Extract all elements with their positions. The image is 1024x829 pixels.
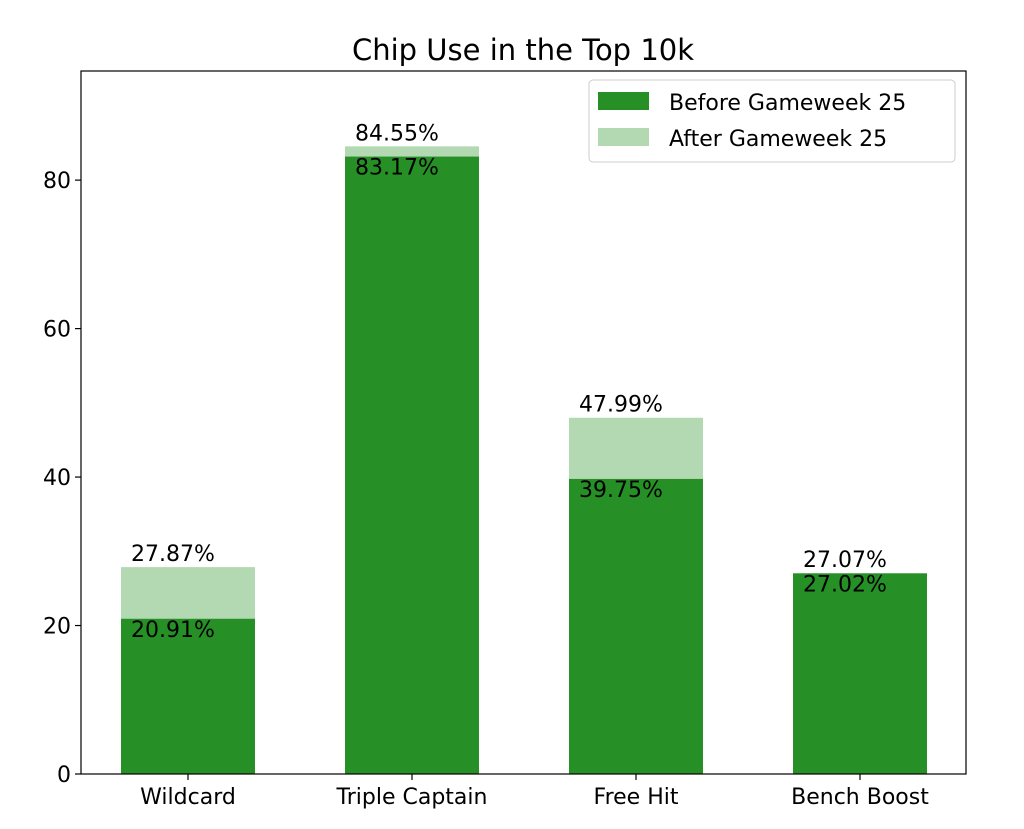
data-label-before-free-hit: 39.75% <box>579 478 663 503</box>
data-label-after-free-hit: 47.99% <box>579 393 663 418</box>
legend: Before Gameweek 25 After Gameweek 25 <box>588 79 956 163</box>
x-tick-label-bench-boost: Bench Boost <box>791 785 929 810</box>
y-tick-label-0: 0 <box>57 763 71 788</box>
legend-label-before: Before Gameweek 25 <box>669 91 906 116</box>
bar-before-free-hit <box>569 478 703 774</box>
x-tick-label-free-hit: Free Hit <box>594 785 679 810</box>
chart-title: Chip Use in the Top 10k <box>352 33 694 67</box>
data-label-before-wildcard: 20.91% <box>131 618 215 643</box>
x-tick-label-wildcard: Wildcard <box>140 785 236 810</box>
bar-labels: 27.87% 20.91% 84.55% 83.17% 47.99% 39.75% 27.0… <box>131 121 887 642</box>
bar-before-bench-boost <box>793 573 927 774</box>
data-label-after-triple-captain: 84.55% <box>355 121 439 146</box>
x-axis: Wildcard Triple Captain Free Hit Bench Boos… <box>140 774 929 810</box>
legend-swatch-before <box>598 92 649 110</box>
data-label-after-wildcard: 27.87% <box>131 542 215 567</box>
y-tick-label-20: 20 <box>43 615 71 640</box>
data-label-before-triple-captain: 83.17% <box>355 156 439 181</box>
data-label-before-bench-boost: 27.02% <box>803 572 887 597</box>
plot-frame <box>80 70 967 775</box>
before-bars <box>121 156 927 774</box>
y-tick-label-60: 60 <box>43 318 71 343</box>
bar-before-triple-captain <box>345 156 479 774</box>
y-tick-label-80: 80 <box>43 169 71 194</box>
x-tick-label-triple-captain: Triple Captain <box>336 785 488 810</box>
legend-label-after: After Gameweek 25 <box>669 127 887 152</box>
legend-box <box>588 79 956 163</box>
legend-swatch-after <box>598 128 649 146</box>
y-axis: 0 20 40 60 80 <box>43 169 81 788</box>
data-label-after-bench-boost: 27.07% <box>803 548 887 573</box>
bar-before-wildcard <box>121 618 255 774</box>
y-tick-label-40: 40 <box>43 466 71 491</box>
